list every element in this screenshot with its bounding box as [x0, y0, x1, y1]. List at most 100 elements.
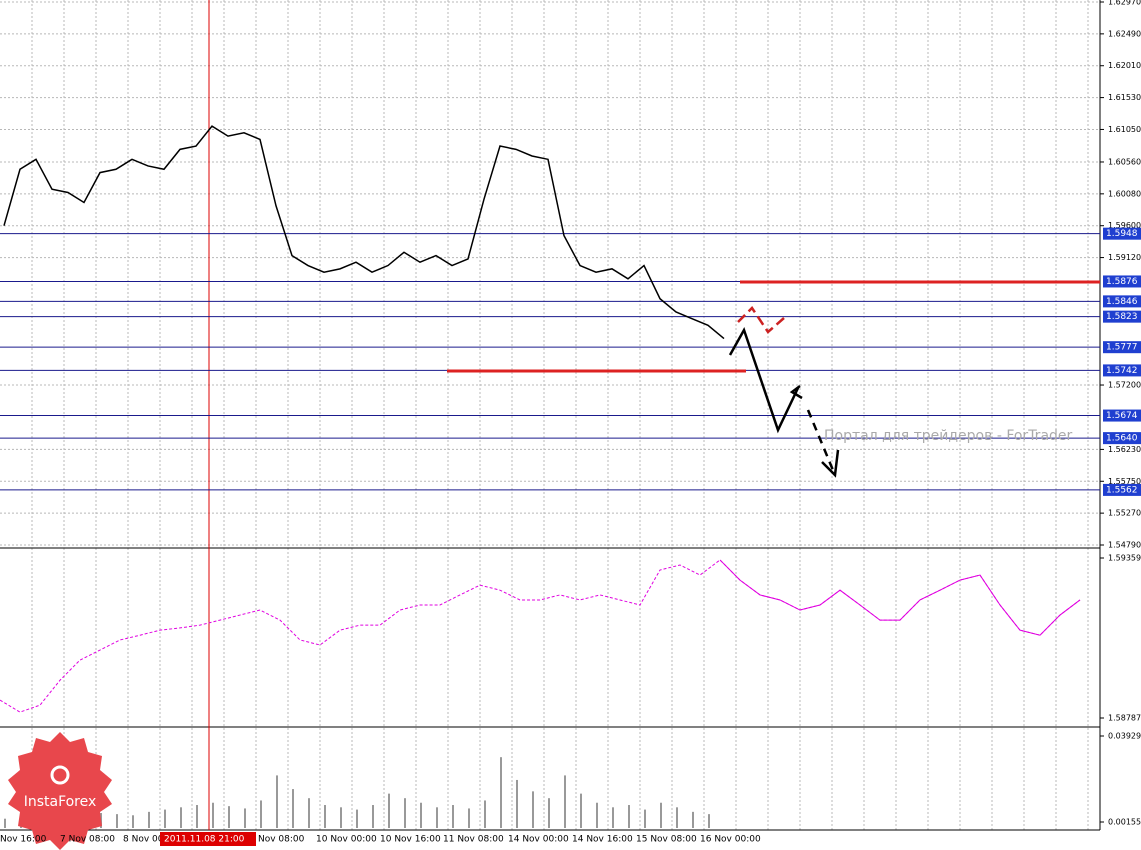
- forecast-arrow: [728, 326, 800, 434]
- volume-bar: [580, 793, 582, 828]
- volume-bar: [676, 807, 678, 828]
- x-tick-label: 16 Nov 00:00: [700, 835, 761, 845]
- volume-bar: [436, 807, 438, 828]
- y-tick-label: 1.55750: [1108, 477, 1141, 486]
- x-tick-label: 8 Nov 00:00: [123, 835, 178, 845]
- x-tick-label: 10 Nov 16:00: [380, 835, 441, 845]
- volume-bar: [4, 818, 6, 828]
- volume-bar: [340, 807, 342, 828]
- volume-bar: [596, 802, 598, 828]
- indicator-line-overlay: [719, 559, 1081, 636]
- plot: [0, 125, 1100, 828]
- watermark: Портал для трейдеров - ForTrader: [824, 428, 1073, 444]
- y-tick-label: 1.59120: [1108, 253, 1141, 262]
- volume-bar: [244, 808, 246, 828]
- highlight-label: 2011.11.08 21:00: [164, 835, 245, 845]
- y-tick-label: 0.03929: [1108, 732, 1141, 741]
- volume-bar: [356, 809, 358, 828]
- x-tick-label: 14 Nov 16:00: [572, 835, 633, 845]
- x-tick-label: 11 Nov 08:00: [443, 835, 504, 845]
- volume-bar: [308, 798, 310, 828]
- level-label: 1.5742: [1106, 366, 1138, 376]
- volume-bar: [484, 800, 486, 828]
- arrow-head: [821, 449, 840, 478]
- level-tag: [1103, 483, 1141, 496]
- x-tick-label: 7 Nov 08:00: [60, 835, 115, 845]
- volume-bar: [692, 811, 694, 828]
- level-tag: [1103, 432, 1141, 445]
- logo: InstaForex: [8, 732, 112, 850]
- level-label: 1.5948: [1106, 229, 1138, 239]
- level-label: 1.5846: [1106, 297, 1138, 307]
- grid: [0, 0, 1100, 830]
- volume-bar: [548, 798, 550, 828]
- level-tag: [1103, 227, 1141, 240]
- volume-bar: [180, 807, 182, 828]
- volume-bar: [324, 805, 326, 828]
- volume-bar: [132, 815, 134, 828]
- volume-bar: [612, 807, 614, 828]
- level-label: 1.5674: [1106, 411, 1138, 421]
- volume-bar: [212, 802, 214, 828]
- volume-bar: [260, 800, 262, 828]
- logo-text: InstaForex: [24, 794, 97, 810]
- level-label: 1.5640: [1106, 434, 1138, 444]
- level-tag: [1103, 275, 1141, 288]
- volume-bar: [420, 802, 422, 828]
- volume-bar: [628, 805, 630, 828]
- y-tick-label: 1.56230: [1108, 445, 1141, 454]
- logo-badge: [8, 732, 112, 850]
- level-tag: [1103, 310, 1141, 323]
- volume-bar: [468, 808, 470, 828]
- volume-bar: [404, 798, 406, 828]
- volume-bar: [532, 791, 534, 828]
- volume-bar: [148, 811, 150, 828]
- volume-bar: [116, 814, 118, 828]
- volume-bar: [660, 802, 662, 828]
- level-label: 1.5777: [1106, 343, 1138, 353]
- forecast-arrow: [806, 409, 837, 476]
- y-tick-label: 1.60080: [1108, 189, 1141, 198]
- logo-icon: [50, 765, 70, 785]
- x-tick-label: 10 Nov 00:00: [316, 835, 377, 845]
- y-tick-label: 1.59600: [1108, 221, 1141, 230]
- level-tag: [1103, 295, 1141, 308]
- volume-bar: [708, 814, 710, 828]
- y-tick-label: 0.00155: [1108, 818, 1141, 827]
- volume-bar: [228, 806, 230, 828]
- y-tick-label: 1.62490: [1108, 29, 1141, 38]
- volume-bar: [644, 809, 646, 828]
- y-tick-label: 1.59359: [1108, 554, 1141, 563]
- volume-bar: [164, 809, 166, 828]
- volume-bar: [372, 805, 374, 828]
- x-tick-label: Nov 08:00: [258, 835, 305, 845]
- volume-bar: [292, 789, 294, 828]
- y-tick-label: 1.58787: [1108, 714, 1141, 723]
- y-tick-label: 1.62010: [1108, 61, 1141, 70]
- alt-arrow: [737, 306, 785, 334]
- highlight-tag: [160, 832, 256, 846]
- volume-bar: [388, 793, 390, 828]
- x-tick-label: 14 Nov 00:00: [508, 835, 569, 845]
- y-tick-label: 1.61050: [1108, 125, 1141, 134]
- volume-bar: [196, 805, 198, 828]
- volume-bar: [564, 775, 566, 828]
- y-tick-label: 1.62970: [1108, 0, 1141, 7]
- y-tick-label: 1.55270: [1108, 509, 1141, 518]
- volume-bar: [276, 775, 278, 828]
- y-tick-label: 1.60560: [1108, 157, 1141, 166]
- level-tag: [1103, 341, 1141, 354]
- level-label: 1.5876: [1106, 277, 1138, 287]
- y-tick-label: 1.57200: [1108, 381, 1141, 390]
- level-tag: [1103, 409, 1141, 422]
- y-tick-label: 1.54790: [1108, 541, 1141, 550]
- level-tag: [1103, 364, 1141, 377]
- volume-bar: [516, 779, 518, 828]
- volume-bar: [500, 757, 502, 828]
- price-line: [3, 125, 725, 340]
- volume-bar: [452, 805, 454, 828]
- y-tick-label: 1.61530: [1108, 93, 1141, 102]
